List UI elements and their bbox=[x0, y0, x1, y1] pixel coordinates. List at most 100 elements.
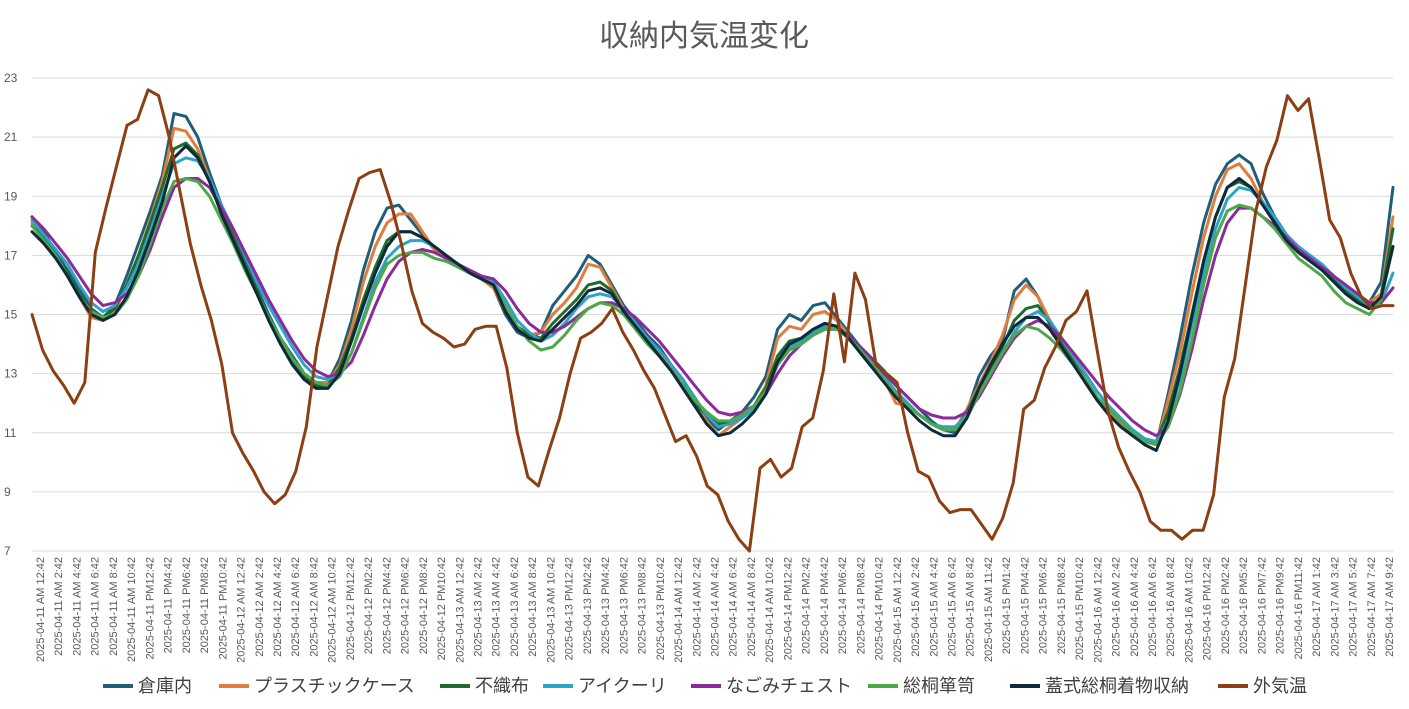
legend-label: 外気温 bbox=[1253, 676, 1307, 697]
x-tick-label: 2025-04-14 PM2:42 bbox=[801, 557, 813, 654]
series-line-4 bbox=[30, 156, 1395, 444]
x-tick-label: 2025-04-13 AM 8:42 bbox=[527, 557, 539, 657]
x-tick-label: 2025-04-13 PM10:42 bbox=[655, 557, 667, 660]
x-tick-label: 2025-04-16 AM 12:42 bbox=[1092, 557, 1104, 663]
x-tick-label: 2025-04-13 AM 4:42 bbox=[491, 557, 503, 657]
x-tick-label: 2025-04-11 AM 12:42 bbox=[35, 557, 47, 662]
x-tick-label: 2025-04-14 AM 2:42 bbox=[691, 557, 703, 657]
legend-label: 総桐箪笥 bbox=[903, 676, 975, 697]
x-tick-label: 2025-04-12 PM6:42 bbox=[400, 557, 412, 654]
legend-label: プラスチックケース bbox=[254, 676, 415, 697]
series-line-8 bbox=[30, 88, 1395, 553]
x-tick-label: 2025-04-16 PM9:42 bbox=[1275, 557, 1287, 654]
x-tick-label: 2025-04-13 PM6:42 bbox=[618, 557, 630, 654]
chart-title: 収納内気温変化 bbox=[599, 19, 809, 54]
x-tick-label: 2025-04-12 AM 12:42 bbox=[236, 557, 248, 663]
legend-label: なごみチェスト bbox=[726, 676, 852, 697]
y-tick-label: 17 bbox=[4, 248, 18, 262]
x-tick-label: 2025-04-13 PM2:42 bbox=[582, 557, 594, 654]
x-tick-label: 2025-04-11 PM8:42 bbox=[199, 557, 211, 653]
y-tick-label: 21 bbox=[4, 130, 18, 144]
series-line-1 bbox=[30, 112, 1395, 447]
y-tick-label: 9 bbox=[4, 485, 11, 499]
x-tick-label: 2025-04-14 AM 4:42 bbox=[710, 557, 722, 657]
x-tick-label: 2025-04-14 AM 10:42 bbox=[764, 557, 776, 663]
y-tick-label: 13 bbox=[4, 367, 18, 381]
x-tick-label: 2025-04-15 PM8:42 bbox=[1056, 557, 1068, 654]
x-tick-label: 2025-04-15 AM 2:42 bbox=[910, 557, 922, 657]
x-axis-ticks: 2025-04-11 AM 12:42 2025-04-11 AM 2:42 202… bbox=[35, 557, 1396, 663]
x-tick-label: 2025-04-12 PM12:42 bbox=[345, 557, 357, 660]
x-tick-label: 2025-04-13 AM 10:42 bbox=[545, 557, 557, 663]
x-tick-label: 2025-04-11 PM10:42 bbox=[217, 557, 229, 660]
x-tick-label: 2025-04-15 PM10:42 bbox=[1074, 557, 1086, 660]
x-tick-label: 2025-04-11 AM 6:42 bbox=[90, 557, 102, 656]
x-tick-label: 2025-04-13 AM 6:42 bbox=[509, 557, 521, 657]
x-tick-label: 2025-04-17 AM 9:42 bbox=[1384, 557, 1396, 657]
x-tick-label: 2025-04-16 AM 2:42 bbox=[1111, 557, 1123, 657]
x-tick-label: 2025-04-15 PM6:42 bbox=[1038, 557, 1050, 654]
x-tick-label: 2025-04-14 PM4:42 bbox=[819, 557, 831, 654]
x-tick-label: 2025-04-12 PM8:42 bbox=[418, 557, 430, 654]
x-tick-label: 2025-04-11 AM 4:42 bbox=[71, 557, 83, 656]
y-axis-ticks: 7 9 11 13 15 17 19 21 23 bbox=[4, 71, 18, 558]
x-tick-label: 2025-04-13 AM 12:42 bbox=[454, 557, 466, 663]
x-tick-label: 2025-04-14 AM 8:42 bbox=[746, 557, 758, 657]
legend: 倉庫内 プラスチックケース 不織布 アイクーリ なごみチェスト 総桐箪笥 蓋式総桐着物収納 外… bbox=[103, 676, 1307, 697]
y-tick-label: 11 bbox=[4, 426, 17, 440]
x-tick-label: 2025-04-13 PM8:42 bbox=[637, 557, 649, 654]
x-tick-label: 2025-04-16 PM2:42 bbox=[1220, 557, 1232, 654]
x-tick-label: 2025-04-12 AM 4:42 bbox=[272, 557, 284, 657]
legend-label: 倉庫内 bbox=[138, 676, 192, 697]
legend-label: 蓋式総桐着物収納 bbox=[1045, 676, 1189, 697]
legend-label: アイクーリ bbox=[578, 676, 667, 697]
x-tick-label: 2025-04-15 AM 11:42 bbox=[983, 557, 995, 662]
x-tick-label: 2025-04-12 PM10:42 bbox=[436, 557, 448, 660]
x-tick-label: 2025-04-14 PM8:42 bbox=[855, 557, 867, 654]
x-tick-label: 2025-04-11 PM6:42 bbox=[181, 557, 193, 653]
x-tick-label: 2025-04-15 AM 6:42 bbox=[946, 557, 958, 657]
x-tick-label: 2025-04-11 AM 10:42 bbox=[126, 557, 138, 662]
x-tick-label: 2025-04-15 AM 4:42 bbox=[928, 557, 940, 657]
x-tick-label: 2025-04-16 AM 4:42 bbox=[1129, 557, 1141, 657]
x-tick-label: 2025-04-15 AM 12:42 bbox=[892, 557, 904, 663]
x-tick-label: 2025-04-12 AM 8:42 bbox=[308, 557, 320, 657]
legend-label: 不織布 bbox=[475, 676, 529, 697]
x-tick-label: 2025-04-13 PM12:42 bbox=[564, 557, 576, 660]
x-tick-label: 2025-04-16 AM 8:42 bbox=[1165, 557, 1177, 657]
x-tick-label: 2025-04-15 PM4:42 bbox=[1019, 557, 1031, 654]
x-tick-label: 2025-04-12 PM2:42 bbox=[363, 557, 375, 654]
x-tick-label: 2025-04-14 AM 12:42 bbox=[673, 557, 685, 663]
x-tick-label: 2025-04-14 PM6:42 bbox=[837, 557, 849, 654]
x-tick-label: 2025-04-11 PM12:42 bbox=[144, 557, 156, 660]
x-tick-label: 2025-04-13 PM4:42 bbox=[600, 557, 612, 654]
x-tick-label: 2025-04-14 PM12:42 bbox=[782, 557, 794, 660]
x-tick-label: 2025-04-16 PM12:42 bbox=[1202, 557, 1214, 660]
x-tick-label: 2025-04-16 PM5:42 bbox=[1238, 557, 1250, 654]
y-tick-label: 15 bbox=[4, 308, 18, 322]
x-tick-label: 2025-04-11 PM4:42 bbox=[163, 557, 175, 653]
gridlines bbox=[32, 77, 1393, 552]
y-tick-label: 19 bbox=[4, 189, 18, 203]
x-tick-label: 2025-04-17 AM 7:42 bbox=[1366, 557, 1378, 657]
x-tick-label: 2025-04-11 AM 8:42 bbox=[108, 557, 120, 656]
y-tick-label: 7 bbox=[4, 544, 11, 558]
x-tick-label: 2025-04-15 PM1:42 bbox=[1001, 557, 1013, 654]
series-line-7 bbox=[30, 144, 1395, 452]
x-tick-label: 2025-04-16 AM 6:42 bbox=[1147, 557, 1159, 657]
series-lines bbox=[30, 88, 1395, 553]
x-tick-label: 2025-04-12 AM 6:42 bbox=[290, 557, 302, 657]
x-tick-label: 2025-04-16 PM11:42 bbox=[1293, 557, 1305, 660]
x-tick-label: 2025-04-12 AM 2:42 bbox=[254, 557, 266, 657]
x-tick-label: 2025-04-12 AM 10:42 bbox=[327, 557, 339, 663]
x-tick-label: 2025-04-16 PM7:42 bbox=[1256, 557, 1268, 654]
x-tick-label: 2025-04-17 AM 1:42 bbox=[1311, 557, 1323, 657]
x-tick-label: 2025-04-14 PM10:42 bbox=[874, 557, 886, 660]
x-tick-label: 2025-04-17 AM 5:42 bbox=[1348, 557, 1360, 657]
x-tick-label: 2025-04-12 PM4:42 bbox=[381, 557, 393, 654]
x-tick-label: 2025-04-17 AM 3:42 bbox=[1329, 557, 1341, 657]
y-tick-label: 23 bbox=[4, 71, 18, 85]
x-tick-label: 2025-04-14 AM 6:42 bbox=[728, 557, 740, 657]
x-tick-label: 2025-04-15 AM 8:42 bbox=[965, 557, 977, 657]
